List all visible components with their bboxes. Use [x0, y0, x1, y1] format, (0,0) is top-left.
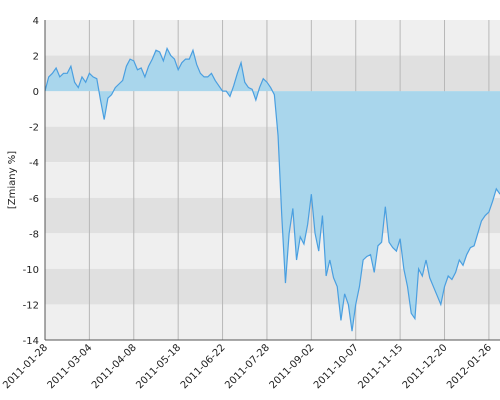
x-tick-label: 2011-12-20 [401, 342, 450, 391]
y-tick-label: -6 [29, 194, 39, 205]
y-tick-label: -4 [29, 158, 39, 169]
x-tick-label: 2011-05-18 [134, 342, 183, 391]
y-tick-label: -8 [29, 229, 39, 240]
background-band [45, 55, 500, 92]
x-tick-label: 2011-09-02 [268, 342, 317, 391]
y-axis-label: [Zmiany %] [7, 151, 18, 209]
y-tick-label: -14 [23, 336, 39, 347]
background-band [45, 20, 500, 56]
background-band [45, 304, 500, 340]
y-tick-label: 0 [33, 87, 39, 98]
y-tick-label: -10 [23, 265, 39, 276]
x-tick-label: 2011-10-07 [312, 342, 361, 391]
x-tick-label: 2011-07-28 [223, 342, 272, 391]
x-tick-label: 2011-11-15 [356, 342, 405, 391]
y-tick-label: 4 [33, 16, 39, 27]
y-tick-label: -2 [29, 123, 39, 134]
x-tick-label: 2012-01-26 [445, 342, 494, 391]
y-tick-label: 2 [33, 52, 39, 63]
line [44, 46, 500, 332]
y-tick-label: -12 [23, 300, 39, 311]
background-band [45, 268, 500, 305]
x-tick-label: 2011-01-28 [1, 342, 50, 391]
x-tick-label: 2011-06-22 [179, 342, 228, 391]
x-tick-label: 2011-04-08 [90, 342, 139, 391]
area [45, 48, 500, 332]
x-tick-label: 2011-03-04 [46, 342, 95, 391]
